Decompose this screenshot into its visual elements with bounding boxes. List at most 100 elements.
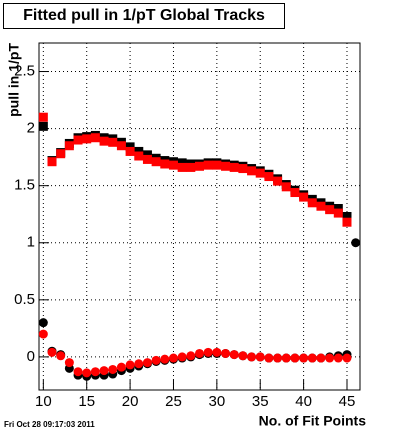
square-marker [186,162,196,172]
square-marker [125,142,135,152]
circle-marker [56,351,66,361]
circle-marker [108,364,118,374]
circle-marker [160,354,170,364]
circle-marker [290,353,300,363]
square-marker [281,182,291,192]
y-tick-label: 2.5 [14,63,35,80]
circle-marker [212,347,222,357]
circle-marker [203,347,213,357]
square-marker [64,141,74,151]
square-marker [290,188,300,198]
x-tick-label: 30 [209,393,226,410]
circle-marker [247,352,257,362]
square-marker [142,150,152,160]
circle-marker [195,348,204,358]
y-tick-label: 0.5 [14,291,35,308]
circle-marker [38,318,48,328]
square-marker [56,149,66,159]
circle-marker [325,353,335,363]
circle-marker [125,360,135,370]
square-marker [307,198,317,208]
circle-marker [238,351,248,361]
circle-marker [64,358,74,368]
circle-marker [151,355,161,365]
square-marker [160,159,170,169]
y-tick-label: 0 [27,348,35,365]
square-marker [221,161,231,171]
x-tick-label: 20 [122,393,139,410]
y-tick-label: 2 [27,120,35,137]
square-marker [108,137,118,147]
y-axis-label: pull in 1/pT [6,43,22,117]
circle-marker [281,353,291,363]
square-marker [195,161,204,171]
square-marker [264,172,274,182]
square-marker [90,133,100,143]
x-tick-label: 40 [295,393,312,410]
square-marker [82,134,92,144]
circle-marker [333,353,343,363]
circle-marker [221,348,231,358]
x-tick-label: 35 [252,393,269,410]
timestamp: Fri Oct 28 09:17:03 2011 [4,420,95,429]
circle-marker [99,366,109,376]
square-marker [255,168,265,178]
circle-marker [177,352,187,362]
square-marker [238,164,248,174]
x-tick-label: 15 [78,393,95,410]
circle-marker [90,367,100,377]
plot-frame [38,42,361,391]
circle-marker [255,352,265,362]
circle-marker [168,353,178,363]
x-axis-label: No. of Fit Points [259,413,367,429]
square-marker [134,146,144,156]
square-marker [299,192,309,202]
y-tick-label: 1 [27,234,35,251]
square-marker [325,205,335,215]
circle-marker [82,368,92,378]
circle-marker [307,353,317,363]
circle-marker [229,350,239,360]
square-marker [125,146,135,156]
square-marker [333,208,343,218]
circle-marker [342,353,352,363]
x-tick-label: 25 [165,393,182,410]
square-marker [134,151,144,161]
square-marker [38,121,48,131]
square-marker [247,166,257,176]
x-tick-label: 10 [35,393,52,410]
circle-marker [316,353,326,363]
square-marker [142,154,152,164]
circle-marker [299,353,309,363]
square-marker [38,112,48,122]
square-marker [316,201,326,211]
x-tick-label: 45 [339,393,356,410]
circle-marker [142,358,152,368]
circle-marker [116,362,126,372]
square-marker [177,158,187,168]
circle-marker [186,351,196,361]
square-marker [342,217,352,227]
circle-marker [134,359,144,369]
square-marker [151,157,161,167]
circle-marker [273,353,283,363]
square-marker [203,160,213,170]
square-marker [47,157,57,167]
circle-marker [47,347,57,357]
square-marker [229,162,239,172]
square-marker [116,141,126,151]
circle-marker [264,353,274,363]
square-marker [177,162,187,172]
square-marker [273,176,283,186]
title-box [3,3,285,29]
circle-marker [38,329,48,339]
chart-title: Fitted pull in 1/pT Global Tracks [23,7,265,24]
square-marker [212,160,222,170]
square-marker [168,160,178,170]
circle-marker [73,367,83,377]
y-tick-label: 1.5 [14,177,35,194]
square-marker [342,212,352,221]
circle-marker [351,238,361,248]
square-marker [99,136,109,146]
